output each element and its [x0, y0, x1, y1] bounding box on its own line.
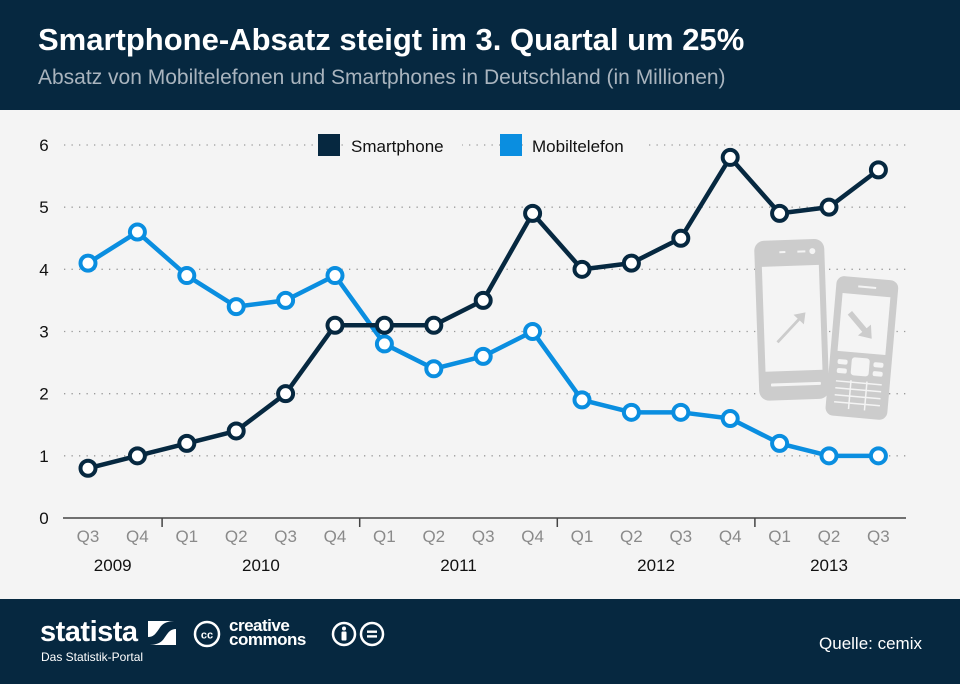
- cc-badge-text: cc: [201, 630, 213, 642]
- data-point-mobiltelefon[interactable]: [720, 409, 740, 429]
- y-tick-label: 4: [39, 260, 48, 279]
- legend-item-smartphone[interactable]: Smartphone: [318, 133, 462, 157]
- year-label: 2011: [440, 556, 477, 575]
- data-point-smartphone[interactable]: [819, 197, 839, 217]
- data-point-smartphone[interactable]: [572, 259, 592, 279]
- data-point-smartphone[interactable]: [621, 253, 641, 273]
- phones-icon: [754, 239, 899, 420]
- data-point-smartphone[interactable]: [424, 315, 444, 335]
- attribution-icon: [331, 621, 357, 647]
- legend-label-mobiltelefon: Mobiltelefon: [532, 137, 624, 156]
- data-point-mobiltelefon[interactable]: [572, 390, 592, 410]
- x-tick-label: Q2: [225, 527, 248, 546]
- y-tick-label: 1: [39, 447, 48, 466]
- x-tick-label: Q1: [768, 527, 791, 546]
- data-point-mobiltelefon[interactable]: [78, 253, 98, 273]
- x-tick-label: Q2: [818, 527, 841, 546]
- gridlines: [64, 144, 906, 457]
- y-tick-label: 2: [39, 385, 48, 404]
- data-point-mobiltelefon[interactable]: [226, 297, 246, 317]
- data-point-smartphone[interactable]: [473, 290, 493, 310]
- brand-tagline: Das Statistik-Portal: [41, 650, 144, 664]
- y-tick-label: 5: [39, 198, 48, 217]
- data-point-mobiltelefon[interactable]: [621, 402, 641, 422]
- data-point-smartphone[interactable]: [374, 315, 394, 335]
- x-tick-label: Q4: [719, 527, 742, 546]
- data-point-smartphone[interactable]: [276, 384, 296, 404]
- x-axis: Q3 Q4 Q1 Q2 Q3 Q4 Q1 Q2 Q3 Q4 Q1 Q2 Q3 Q4 Q1 Q2 Q3 2009 20…: [63, 517, 906, 575]
- data-point-mobiltelefon[interactable]: [325, 266, 345, 286]
- year-label: 2012: [637, 556, 675, 575]
- series-group: [78, 147, 888, 478]
- header: Smartphone-Absatz steigt im 3. Quartal u…: [0, 0, 960, 110]
- data-point-smartphone[interactable]: [720, 147, 740, 167]
- legend-label-smartphone: Smartphone: [351, 137, 444, 156]
- x-tick-label: Q1: [175, 527, 198, 546]
- year-label: 2013: [810, 556, 848, 575]
- data-point-smartphone[interactable]: [226, 421, 246, 441]
- data-point-smartphone[interactable]: [770, 203, 790, 223]
- x-tick-label: Q3: [867, 527, 890, 546]
- footer: statista Das Statistik-Portal cc creativ…: [0, 599, 960, 684]
- year-label: 2010: [242, 556, 280, 575]
- chart-subtitle: Absatz von Mobiltelefonen und Smartphone…: [38, 66, 726, 89]
- data-point-mobiltelefon[interactable]: [770, 433, 790, 453]
- data-point-smartphone[interactable]: [325, 315, 345, 335]
- legend-swatch-smartphone: [318, 134, 340, 156]
- x-tick-label: Q1: [373, 527, 396, 546]
- data-point-mobiltelefon[interactable]: [819, 446, 839, 466]
- data-point-mobiltelefon[interactable]: [523, 322, 543, 341]
- y-tick-label: 0: [39, 509, 48, 528]
- data-point-mobiltelefon[interactable]: [127, 222, 147, 242]
- cc-icon: cc: [193, 620, 221, 648]
- x-tick-label: Q1: [571, 527, 594, 546]
- y-axis-ticks: 0 1 2 3 4 5 6: [39, 136, 48, 528]
- year-label: 2009: [94, 556, 132, 575]
- chart-title: Smartphone-Absatz steigt im 3. Quartal u…: [38, 22, 745, 57]
- statista-logo-icon: [148, 621, 176, 645]
- y-tick-label: 6: [39, 136, 48, 155]
- legend: Smartphone Mobiltelefon: [318, 133, 646, 157]
- data-point-mobiltelefon[interactable]: [276, 290, 296, 310]
- x-tick-label: Q4: [126, 527, 149, 546]
- data-point-smartphone[interactable]: [127, 446, 147, 466]
- data-point-smartphone[interactable]: [78, 458, 98, 478]
- data-point-smartphone[interactable]: [177, 433, 197, 453]
- brand-name: statista: [40, 616, 138, 648]
- data-point-mobiltelefon[interactable]: [473, 346, 493, 366]
- data-point-mobiltelefon[interactable]: [671, 402, 691, 422]
- series-smartphone: [78, 147, 888, 478]
- data-point-smartphone[interactable]: [671, 228, 691, 248]
- statista-logo[interactable]: statista Das Statistik-Portal: [40, 616, 176, 664]
- data-point-mobiltelefon[interactable]: [868, 446, 888, 466]
- no-derivatives-icon: [359, 621, 385, 647]
- x-tick-label: Q3: [669, 527, 692, 546]
- cc-line-1: creative: [229, 616, 290, 635]
- x-tick-label: Q3: [472, 527, 495, 546]
- x-tick-label: Q4: [521, 527, 544, 546]
- x-tick-label: Q3: [274, 527, 297, 546]
- x-tick-label: Q4: [324, 527, 347, 546]
- series-mobiltelefon: [78, 222, 888, 466]
- cc-line-2: commons: [229, 630, 306, 649]
- data-point-smartphone[interactable]: [523, 203, 543, 223]
- data-point-mobiltelefon[interactable]: [177, 266, 197, 286]
- x-tick-label: Q3: [77, 527, 100, 546]
- data-point-smartphone[interactable]: [868, 160, 888, 180]
- cc-wordmark: creative commons: [229, 616, 306, 649]
- line-chart: 0 1 2 3 4 5 6: [39, 133, 906, 575]
- x-tick-label: Q2: [620, 527, 643, 546]
- y-tick-label: 3: [39, 323, 48, 342]
- data-point-mobiltelefon[interactable]: [374, 334, 394, 354]
- data-point-mobiltelefon[interactable]: [424, 359, 444, 379]
- x-tick-label: Q2: [422, 527, 445, 546]
- source-label: Quelle: cemix: [819, 634, 922, 653]
- legend-swatch-mobiltelefon: [500, 134, 522, 156]
- legend-item-mobiltelefon[interactable]: Mobiltelefon: [500, 133, 646, 157]
